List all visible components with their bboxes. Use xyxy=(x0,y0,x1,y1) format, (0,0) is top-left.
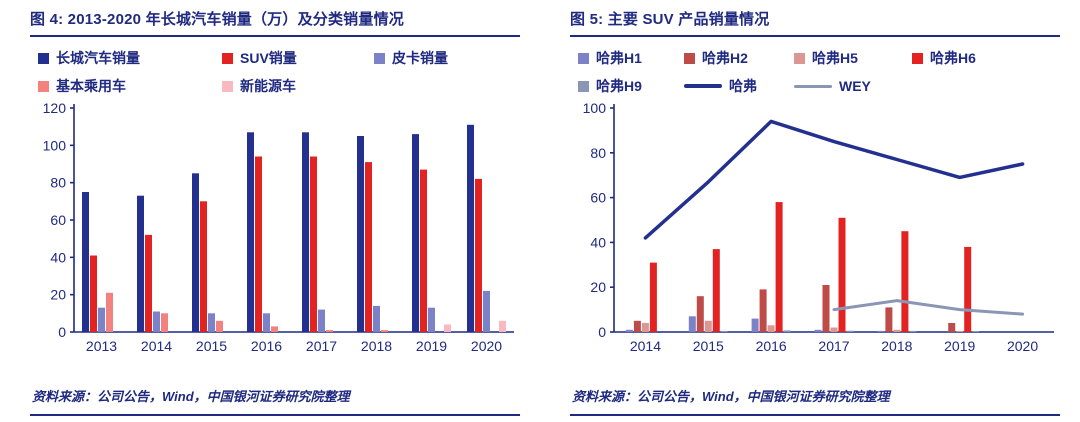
source-note: 资料来源：公司公告，Wind，中国银河证券研究院整理 xyxy=(570,382,1060,416)
chart-panel-gwm-sales: 图 4: 2013-2020 年长城汽车销量（万）及分类销量情况 长城汽车销量 S… xyxy=(30,8,520,416)
svg-text:120: 120 xyxy=(43,100,67,116)
svg-text:0: 0 xyxy=(598,324,606,340)
legend-label: 哈弗H6 xyxy=(930,50,976,66)
svg-text:2018: 2018 xyxy=(361,338,392,354)
legend-swatch xyxy=(38,80,49,92)
chart-legend: 哈弗H1 哈弗H2 哈弗H5 哈弗H6 哈弗H9 哈弗 WEY xyxy=(578,48,1060,96)
source-note: 资料来源：公司公告，Wind，中国银河证券研究院整理 xyxy=(30,382,520,416)
svg-text:2017: 2017 xyxy=(818,338,849,354)
legend-label: 皮卡销量 xyxy=(392,50,448,66)
svg-text:2019: 2019 xyxy=(944,338,975,354)
legend-swatch xyxy=(222,80,233,92)
legend-label: SUV销量 xyxy=(240,50,297,66)
legend-label: 哈弗H9 xyxy=(596,78,642,94)
svg-text:2016: 2016 xyxy=(251,338,282,354)
svg-text:40: 40 xyxy=(590,234,606,250)
legend-label: 哈弗 xyxy=(729,78,757,94)
legend-item: 新能源车 xyxy=(222,76,370,96)
svg-text:80: 80 xyxy=(590,145,606,161)
legend-line-marker xyxy=(794,84,832,88)
legend-label: 长城汽车销量 xyxy=(56,50,140,66)
legend-item: WEY xyxy=(794,76,908,96)
legend-item: 哈弗 xyxy=(684,76,790,96)
suv-models-bar-line-chart: 0 20 40 60 80 100 2014 2015 2016 2017 2018 2019 2020 xyxy=(583,100,1054,354)
legend-swatch xyxy=(578,80,589,92)
legend-item: 长城汽车销量 xyxy=(38,48,218,68)
legend-item: SUV销量 xyxy=(222,48,370,68)
legend-item: 哈弗H1 xyxy=(578,48,680,68)
legend-swatch xyxy=(794,52,805,64)
svg-text:2017: 2017 xyxy=(306,338,337,354)
svg-text:20: 20 xyxy=(50,287,66,303)
legend-label: WEY xyxy=(839,78,871,94)
svg-text:40: 40 xyxy=(50,249,66,265)
svg-text:2015: 2015 xyxy=(693,338,724,354)
svg-text:2019: 2019 xyxy=(416,338,447,354)
svg-text:2018: 2018 xyxy=(881,338,912,354)
legend-item: 基本乘用车 xyxy=(38,76,218,96)
legend-label: 基本乘用车 xyxy=(56,78,126,94)
chart-panel-suv-models: 图 5: 主要 SUV 产品销量情况 哈弗H1 哈弗H2 哈弗H5 哈弗H6 哈弗H9 哈… xyxy=(540,0,1080,422)
svg-text:2014: 2014 xyxy=(141,338,172,354)
legend-item: 皮卡销量 xyxy=(374,48,520,68)
legend-item: 哈弗H9 xyxy=(578,76,680,96)
legend-item: 哈弗H6 xyxy=(912,48,1060,68)
svg-text:2016: 2016 xyxy=(756,338,787,354)
legend-item: 哈弗H2 xyxy=(684,48,790,68)
legend-label: 哈弗H1 xyxy=(596,50,642,66)
svg-text:2020: 2020 xyxy=(471,338,502,354)
svg-text:60: 60 xyxy=(590,190,606,206)
chart-title: 图 5: 主要 SUV 产品销量情况 xyxy=(570,8,1060,37)
svg-text:2013: 2013 xyxy=(86,338,117,354)
svg-text:20: 20 xyxy=(590,279,606,295)
legend-swatch xyxy=(374,52,385,64)
gwm-sales-bar-chart: 0 20 40 60 80 100 120 2013 2014 2015 2016 2017 2018 2… xyxy=(43,100,514,354)
legend-label: 新能源车 xyxy=(240,78,296,94)
chart-legend: 长城汽车销量 SUV销量 皮卡销量基本乘用车 新能源车 xyxy=(38,48,520,96)
svg-text:2015: 2015 xyxy=(196,338,227,354)
legend-swatch xyxy=(684,52,695,64)
svg-text:100: 100 xyxy=(43,137,67,153)
legend-swatch xyxy=(222,52,233,64)
legend-item: 哈弗H5 xyxy=(794,48,908,68)
svg-text:2020: 2020 xyxy=(1007,338,1038,354)
svg-text:80: 80 xyxy=(50,175,66,191)
legend-line-marker xyxy=(684,84,722,88)
svg-text:2014: 2014 xyxy=(630,338,661,354)
svg-text:60: 60 xyxy=(50,212,66,228)
legend-label: 哈弗H5 xyxy=(812,50,858,66)
legend-swatch xyxy=(912,52,923,64)
svg-text:0: 0 xyxy=(58,324,66,340)
chart-title: 图 4: 2013-2020 年长城汽车销量（万）及分类销量情况 xyxy=(30,8,520,37)
legend-swatch xyxy=(38,52,49,64)
svg-text:100: 100 xyxy=(583,100,607,116)
legend-swatch xyxy=(578,52,589,64)
legend-label: 哈弗H2 xyxy=(702,50,748,66)
